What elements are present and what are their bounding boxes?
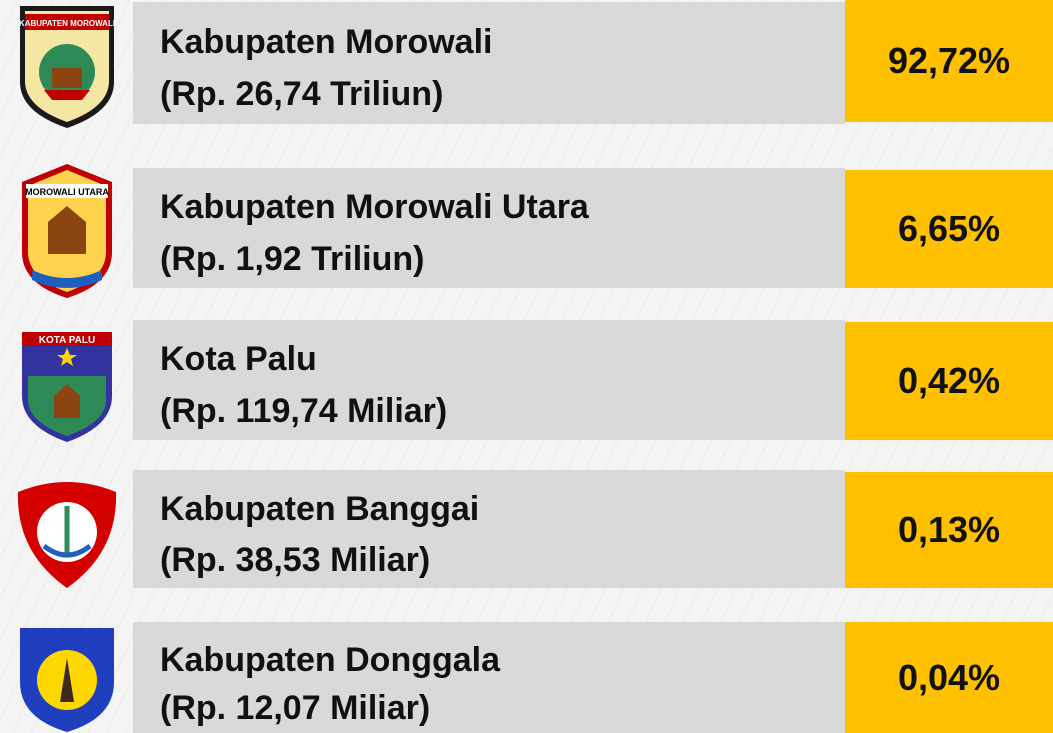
region-name: Kota Palu: [160, 340, 317, 379]
name-box: Kabupaten Morowali (Rp. 26,74 Triliun): [133, 2, 845, 124]
region-name: Kabupaten Morowali Utara: [160, 188, 589, 227]
emblem: [20, 628, 114, 732]
region-name: Kabupaten Morowali: [160, 22, 493, 61]
share-box: 92,72%: [845, 0, 1053, 122]
emblem: [17, 482, 117, 588]
emblem: KOTA PALU: [22, 332, 112, 442]
emblem: MOROWALI UTARA: [22, 164, 112, 298]
name-box: Kabupaten Banggai (Rp. 38,53 Miliar): [133, 470, 845, 588]
emblem-label: KOTA PALU: [39, 335, 95, 346]
emblem-label: MOROWALI UTARA: [25, 187, 109, 197]
emblem: KABUPATEN MOROWALI: [19, 6, 115, 128]
region-name: Kabupaten Donggala: [160, 640, 501, 679]
emblem-label: KABUPATEN MOROWALI: [19, 19, 115, 28]
share-box: 0,04%: [845, 622, 1053, 733]
name-box: Kabupaten Morowali Utara (Rp. 1,92 Triliu…: [133, 168, 845, 288]
name-box: Kota Palu (Rp. 119,74 Miliar): [133, 320, 845, 440]
region-name: Kabupaten Banggai: [160, 490, 480, 529]
share-box: 0,13%: [845, 472, 1053, 588]
region-amount: (Rp. 1,92 Triliun): [160, 240, 425, 278]
region-amount: (Rp. 38,53 Miliar): [160, 540, 431, 579]
region-amount: (Rp. 12,07 Miliar): [160, 688, 431, 727]
name-box: Kabupaten Donggala (Rp. 12,07 Miliar): [133, 622, 845, 733]
share-box: 0,42%: [845, 322, 1053, 440]
share-box: 6,65%: [845, 170, 1053, 288]
region-amount: (Rp. 119,74 Miliar): [160, 392, 448, 430]
region-amount: (Rp. 26,74 Triliun): [160, 75, 444, 114]
